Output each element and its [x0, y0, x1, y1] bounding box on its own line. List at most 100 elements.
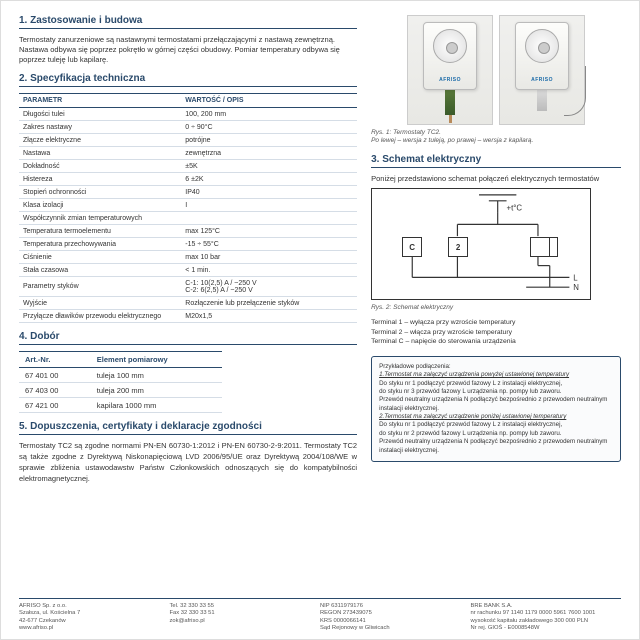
spec-value: IP40: [181, 186, 357, 199]
spec-param: Temperatura przechowywania: [19, 238, 181, 251]
table-row: Parametry stykówC-1: 10(2,5) A / ~250 VC…: [19, 277, 357, 297]
dobor-art: 67 421 00: [19, 398, 91, 413]
spec-value: M20x1,5: [181, 310, 357, 323]
spec-value: max 10 bar: [181, 251, 357, 264]
page: 1. Zastosowanie i budowa Termostaty zanu…: [0, 0, 640, 640]
example-connections-box: Przykładowe podłączenia: 1.Termostat ma …: [371, 356, 621, 462]
spec-param: Wyjście: [19, 297, 181, 310]
dobor-art: 67 403 00: [19, 383, 91, 398]
table-row: Histereza6 ±2K: [19, 173, 357, 186]
spec-value: max 125°C: [181, 225, 357, 238]
table-row: Nastawazewnętrzna: [19, 147, 357, 160]
dobor-elem: tuleja 100 mm: [91, 368, 222, 383]
schem-label-t: +t°C: [507, 204, 523, 213]
spec-param: Nastawa: [19, 147, 181, 160]
table-row: Temperatura przechowywania-15 ÷ 55°C: [19, 238, 357, 251]
spec-value: < 1 min.: [181, 264, 357, 277]
footer-col-2: Tel. 32 330 33 55Fax 32 330 33 51zok@afr…: [170, 603, 321, 633]
table-row: Dokładność±5K: [19, 160, 357, 173]
footer-col-1: AFRISO Sp. z o.o.Szałsza, ul. Kościelna …: [19, 603, 170, 633]
table-row: Współczynnik zmian temperaturowych: [19, 212, 357, 225]
spec-value: I: [181, 199, 357, 212]
example-p2b: do styku nr 2 przewód fazowy L urządzeni…: [379, 430, 613, 438]
table-row: Temperatura termoelementumax 125°C: [19, 225, 357, 238]
section-5-body: Termostaty TC2 są zgodne normami PN-EN 6…: [19, 441, 357, 485]
footer-col-3: NIP 6311979176REGON 273439075KRS 0000066…: [320, 603, 471, 633]
capillary-icon: [564, 66, 586, 116]
terminal-1-label: Terminal 1 – wyłącza przy wzroście tempe…: [371, 318, 621, 327]
spec-value: -15 ÷ 55°C: [181, 238, 357, 251]
table-row: Przyłącze dławików przewodu elektryczneg…: [19, 310, 357, 323]
table-row: 67 421 00kapilara 1000 mm: [19, 398, 222, 413]
dobor-art: 67 401 00: [19, 368, 91, 383]
electrical-schematic: +t°C L N C 2 1: [371, 188, 591, 300]
spec-param: Stała czasowa: [19, 264, 181, 277]
spec-param: Temperatura termoelementu: [19, 225, 181, 238]
spec-param: Dokładność: [19, 160, 181, 173]
brand-label: AFRISO: [531, 77, 553, 83]
spec-value: potrójne: [181, 134, 357, 147]
spec-head-param: PARAMETR: [19, 94, 181, 108]
left-column: 1. Zastosowanie i budowa Termostaty zanu…: [19, 15, 357, 489]
table-row: Zakres nastawy0 ÷ 90°C: [19, 121, 357, 134]
schem-label-N: N: [573, 283, 579, 292]
terminal-2-label: Terminal 2 – włącza przy wzroście temper…: [371, 328, 621, 337]
spec-param: Złącze elektryczne: [19, 134, 181, 147]
spec-param: Współczynnik zmian temperaturowych: [19, 212, 181, 225]
section-5-title: 5. Dopuszczenia, certyfikaty i deklaracj…: [19, 421, 357, 435]
fig1-caption: Rys. 1: Termostaty TC2. Po lewej – wersj…: [371, 129, 621, 146]
table-row: Złącze elektrycznepotrójne: [19, 134, 357, 147]
node-1b: [530, 237, 550, 257]
dobor-table: Art.-Nr. Element pomiarowy 67 401 00tule…: [19, 351, 222, 413]
right-column: AFRISO AFRISO Rys. 1: Termostaty TC2. Po: [371, 15, 621, 489]
spec-param: Ciśnienie: [19, 251, 181, 264]
section-3-intro: Poniżej przedstawiono schemat połączeń e…: [371, 174, 621, 184]
section-4-title: 4. Dobór: [19, 331, 357, 345]
spec-value: Rozłączenie lub przełączenie styków: [181, 297, 357, 310]
spec-param: Klasa izolacji: [19, 199, 181, 212]
section-3-title: 3. Schemat elektryczny: [371, 154, 621, 168]
spec-table: PARAMETR WARTOŚĆ / OPIS Długości tulei10…: [19, 93, 357, 323]
spec-param: Parametry styków: [19, 277, 181, 297]
example-l1: 1.Termostat ma załączyć urządzenia powyż…: [379, 371, 613, 379]
columns: 1. Zastosowanie i budowa Termostaty zanu…: [19, 15, 621, 489]
stem-icon: [445, 89, 455, 115]
example-p2c: Przewód neutralny urządzenia N podłączyć…: [379, 438, 613, 455]
table-row: 67 401 00tuleja 100 mm: [19, 368, 222, 383]
node-c: C: [402, 237, 422, 257]
fig2-caption: Rys. 2: Schemat elektryczny: [371, 304, 621, 312]
spec-param: Zakres nastawy: [19, 121, 181, 134]
thermostat-sleeve-image: AFRISO: [407, 15, 493, 125]
footer-col-4: BRE BANK S.A.nr rachunku 97 1140 1179 00…: [471, 603, 622, 633]
table-row: Klasa izolacjiI: [19, 199, 357, 212]
spec-value: 0 ÷ 90°C: [181, 121, 357, 134]
spec-value: 6 ±2K: [181, 173, 357, 186]
spec-head-value: WARTOŚĆ / OPIS: [181, 94, 357, 108]
table-row: 67 403 00tuleja 200 mm: [19, 383, 222, 398]
dial-icon: [433, 29, 467, 63]
spec-value: [181, 212, 357, 225]
fig1-caption-a: Rys. 1: Termostaty TC2.: [371, 129, 441, 136]
terminal-c-label: Terminal C – napięcie do sterowania urzą…: [371, 337, 621, 346]
example-p1c: Przewód neutralny urządzenia N podłączyć…: [379, 396, 613, 413]
example-l2: 2.Termostat ma załączyć urządzenie poniż…: [379, 413, 613, 421]
dobor-elem: tuleja 200 mm: [91, 383, 222, 398]
table-row: WyjścieRozłączenie lub przełączenie styk…: [19, 297, 357, 310]
stem-icon: [537, 89, 547, 111]
probe-icon: [449, 115, 452, 123]
footer: AFRISO Sp. z o.o.Szałsza, ul. Kościelna …: [19, 598, 621, 633]
example-p1a: Do styku nr 1 podłączyć przewód fazowy L…: [379, 380, 613, 388]
schem-label-L: L: [573, 273, 578, 282]
spec-value: 100, 200 mm: [181, 108, 357, 121]
section-1-body: Termostaty zanurzeniowe są nastawnymi te…: [19, 35, 357, 65]
dobor-elem: kapilara 1000 mm: [91, 398, 222, 413]
table-row: Stopień ochronnościIP40: [19, 186, 357, 199]
fig1-caption-b: Po lewej – wersja z tuleją, po prawej – …: [371, 137, 533, 144]
example-p1b: do styku nr 3 przewód fazowy L urządzeni…: [379, 388, 613, 396]
spec-param: Długości tulei: [19, 108, 181, 121]
section-1-title: 1. Zastosowanie i budowa: [19, 15, 357, 29]
terminal-labels: Terminal 1 – wyłącza przy wzroście tempe…: [371, 318, 621, 346]
brand-label: AFRISO: [439, 77, 461, 83]
spec-value: C-1: 10(2,5) A / ~250 VC-2: 6(2,5) A / ~…: [181, 277, 357, 297]
dobor-head-art: Art.-Nr.: [19, 352, 91, 368]
